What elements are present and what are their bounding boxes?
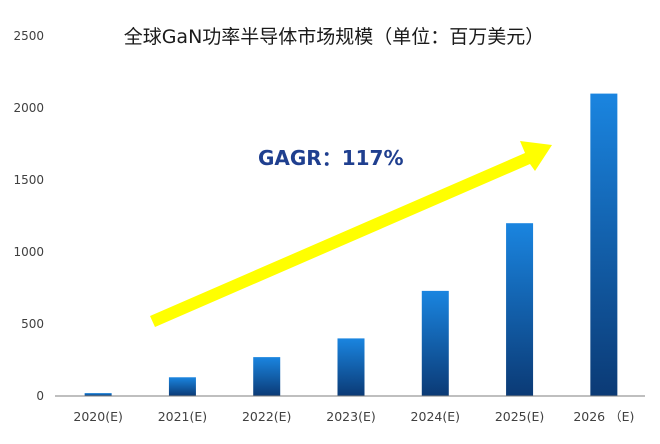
bar-2026 （E) [590, 93, 618, 396]
y-tick-label: 1500 [13, 173, 44, 187]
bars [84, 93, 618, 396]
y-tick-label: 2000 [13, 101, 44, 115]
x-tick-label: 2022(E) [242, 409, 291, 424]
bar-2020(E) [84, 393, 112, 396]
y-tick-label: 500 [21, 317, 44, 331]
bar-2021(E) [168, 377, 196, 396]
y-tick-label: 0 [36, 389, 44, 403]
trend-arrow [150, 141, 552, 327]
bar-2023(E) [337, 338, 365, 396]
x-tick-label: 2023(E) [326, 409, 375, 424]
x-tick-label: 2024(E) [411, 409, 460, 424]
y-tick-label: 1000 [13, 245, 44, 259]
growth-annotation: GAGR：117% [258, 146, 404, 170]
y-axis: 0 500 1000 1500 2000 2500 [13, 29, 44, 403]
x-tick-label: 2025(E) [495, 409, 544, 424]
y-tick-label: 2500 [13, 29, 44, 43]
bar-2025(E) [506, 223, 534, 396]
bar-2022(E) [253, 357, 281, 396]
chart-title: 全球GaN功率半导体市场规模（单位：百万美元） [124, 26, 545, 48]
x-tick-label: 2026 （E) [573, 409, 634, 424]
x-tick-label: 2021(E) [158, 409, 207, 424]
x-axis: 2020(E) 2021(E) 2022(E) 2023(E) 2024(E) 2025(… [73, 409, 634, 424]
x-tick-label: 2020(E) [73, 409, 122, 424]
bar-2024(E) [421, 290, 449, 396]
